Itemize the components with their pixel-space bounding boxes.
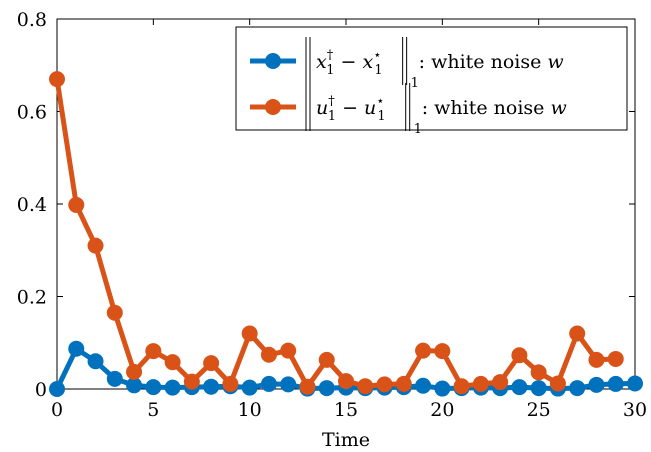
data-point-series-2 [415,342,432,359]
legend-marker-1 [265,53,281,69]
data-point-series-2 [338,373,354,390]
data-point-series-2 [260,346,277,363]
x-tick-label: 0 [51,399,63,421]
data-point-series-1 [569,380,586,397]
data-point-series-1 [203,378,220,395]
legend-suffix-text: : white noise [422,97,551,119]
data-point-series-2 [569,325,586,342]
data-point-series-1 [588,376,605,393]
data-point-series-2 [299,378,316,395]
data-point-series-1 [511,379,528,396]
y-tick-label: 0 [35,379,47,401]
legend-math-part: † [327,48,334,63]
data-point-series-2 [164,354,181,371]
data-point-series-1 [49,381,65,397]
legend-suffix-1: : white noise w [419,51,564,73]
y-tick-label: 0.2 [17,287,47,309]
data-point-series-1 [164,379,181,396]
x-tick-label: 25 [527,399,551,421]
legend-math-part: 1 [326,63,334,78]
data-point-series-2 [106,304,123,321]
data-point-series-1 [627,375,643,392]
legend-label-2: u† 1 − u⋆ 1 [316,94,386,124]
data-point-series-2 [126,363,143,380]
data-point-series-2 [145,343,162,360]
data-point-series-1 [145,379,162,396]
data-point-series-1 [280,376,297,393]
legend-math-part: u [364,97,376,119]
data-point-series-1 [434,380,451,397]
data-point-series-1 [68,340,85,357]
data-point-series-2 [453,378,470,395]
legend-suffix-2: : white noise w [422,97,567,119]
legend-math-part: 1 [374,63,382,78]
data-point-series-2 [357,378,374,395]
y-tick-label: 0.8 [17,9,47,31]
legend-marker-2 [265,99,281,115]
data-point-series-1 [318,380,335,397]
data-point-series-2 [241,325,258,342]
data-point-series-2 [203,355,220,372]
x-tick-label: 20 [430,399,454,421]
legend-math-part: − [336,97,364,119]
data-point-series-2 [183,373,200,390]
data-point-series-2 [87,237,104,254]
data-point-series-2 [68,196,85,213]
legend-box [235,26,628,131]
legend: x† 1 − x⋆ 11: white noise wu† 1 − u⋆ 11: whi… [235,26,628,137]
data-point-series-1 [607,375,624,392]
data-point-series-1 [126,377,143,394]
x-axis-label: Time [322,429,370,451]
norm-subscript: 1 [414,122,422,137]
data-point-series-1 [530,380,547,397]
data-point-series-2 [588,351,605,368]
data-point-series-1 [87,353,104,370]
data-point-series-1 [241,379,258,396]
legend-math-part: 1 [328,109,336,124]
legend-label-1: x† 1 − x⋆ 1 [316,48,383,78]
data-point-series-2 [434,343,451,360]
x-tick-label: 10 [238,399,262,421]
data-point-series-2 [395,375,412,392]
x-tick-label: 15 [334,399,358,421]
data-point-series-1 [260,375,277,392]
y-tick-label: 0.4 [17,194,47,216]
legend-math-part: ⋆ [376,94,384,109]
x-tick-label: 30 [623,399,647,421]
legend-math-part: 1 [377,109,385,124]
legend-math-part: x [363,51,374,73]
data-point-series-2 [222,375,239,392]
legend-suffix-text: : white noise [419,51,548,73]
legend-math-part: − [335,51,363,73]
x-tick-label: 5 [147,399,159,421]
norm-subscript: 1 [411,76,419,91]
data-point-series-2 [492,374,509,391]
data-point-series-2 [607,350,624,367]
legend-math-part: u [316,97,328,119]
legend-noise-var: w [547,51,563,73]
legend-math-part: ⋆ [373,48,381,63]
y-tick-label: 0.6 [17,102,47,124]
data-point-series-2 [49,71,65,88]
data-point-series-2 [530,364,547,381]
data-point-series-1 [106,370,123,387]
data-point-series-2 [511,347,528,364]
data-point-series-2 [472,375,489,392]
data-point-series-2 [549,375,566,392]
data-point-series-2 [318,351,335,368]
data-point-series-2 [376,376,393,393]
plot-layer: 0 5 10 15 20 25 30 0 0.2 0.4 0.6 0.8 [17,9,647,421]
data-point-series-1 [415,377,432,394]
legend-noise-var: w [550,97,566,119]
data-point-series-2 [280,342,297,359]
legend-math-part: x [316,51,327,73]
legend-math-part: † [328,94,335,109]
